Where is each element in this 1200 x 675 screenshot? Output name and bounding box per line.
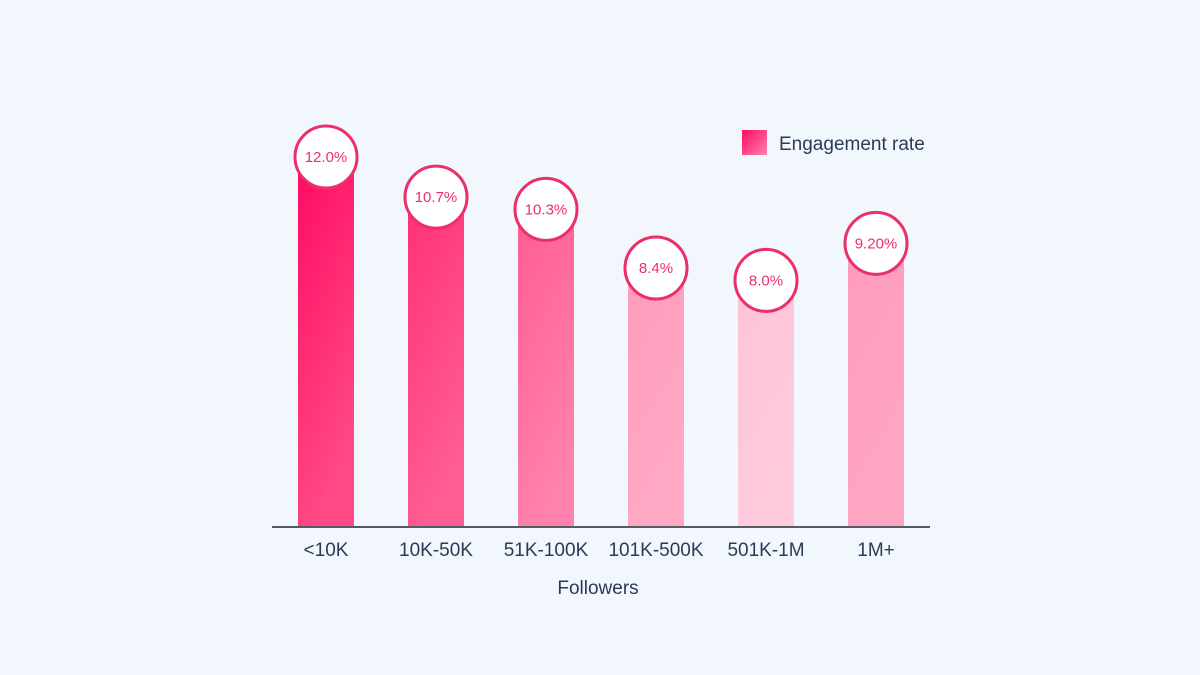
x-tick-label-4: 501K-1M: [727, 540, 804, 561]
data-label-bubble-3: [623, 235, 689, 301]
bar-3: [628, 268, 684, 527]
bar-4: [738, 280, 794, 527]
bar-1: [408, 197, 464, 528]
data-label-1: 10.7%: [415, 189, 458, 206]
bar-5: [848, 243, 904, 528]
legend-label: Engagement rate: [779, 134, 925, 155]
data-label-bubble-2: [513, 176, 579, 242]
x-tick-label-3: 101K-500K: [608, 540, 703, 561]
data-label-2: 10.3%: [525, 201, 568, 218]
data-label-4: 8.0%: [749, 272, 783, 289]
data-label-bubble-0: [293, 124, 359, 190]
x-tick-label-0: <10K: [304, 540, 349, 561]
data-label-3: 8.4%: [639, 260, 673, 277]
data-label-bubble-5: [843, 210, 909, 276]
x-tick-label-1: 10K-50K: [399, 540, 473, 561]
bar-2: [518, 209, 574, 527]
data-labels-layer: 12.0% 10.7% 10.3% 8.4% 8.0% 9.20%: [293, 124, 909, 313]
x-tick-label-5: 1M+: [857, 540, 895, 561]
x-axis-title: Followers: [557, 578, 638, 599]
legend: Engagement rate: [742, 130, 925, 155]
data-label-0: 12.0%: [305, 149, 348, 166]
data-label-bubble-1: [403, 164, 469, 230]
x-tick-label-2: 51K-100K: [504, 540, 589, 561]
x-tick-labels: <10K 10K-50K 51K-100K 101K-500K 501K-1M 1M+: [304, 540, 895, 561]
data-label-bubble-4: [733, 247, 799, 313]
bars-layer: [298, 157, 904, 528]
legend-swatch: [742, 130, 767, 155]
bar-0: [298, 157, 354, 527]
data-label-5: 9.20%: [855, 235, 898, 252]
